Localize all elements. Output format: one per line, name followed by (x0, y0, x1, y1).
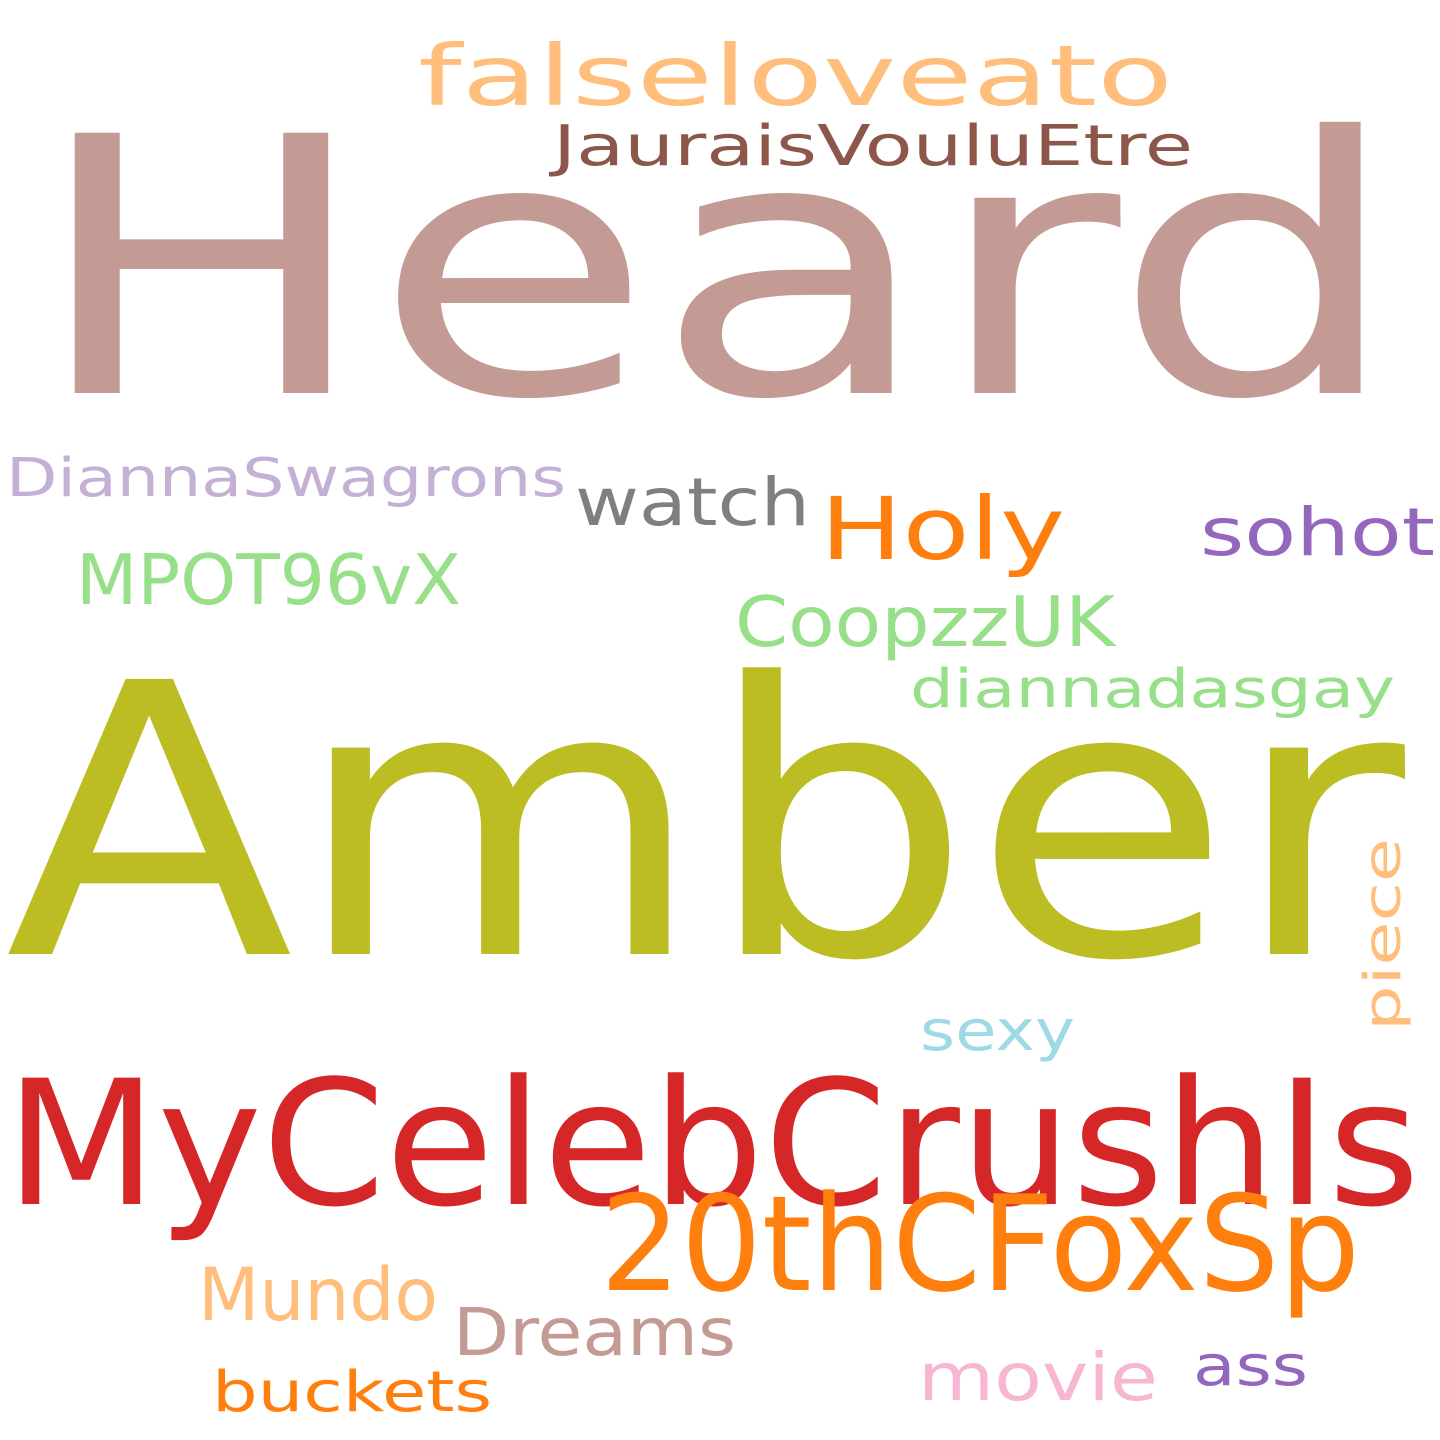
word-mycelebcrushis: MyCelebCrushIs (5, 1043, 1420, 1246)
word-falseloveato: falseloveato (418, 27, 1173, 126)
word-diannaswagrons: DiannaSwagrons (6, 447, 566, 510)
word-diannadasgay: diannadasgay (910, 658, 1395, 721)
word-coopzzuk: CoopzzUK (735, 583, 1115, 664)
word-sexy: sexy (920, 999, 1075, 1065)
word-dreams: Dreams (453, 1293, 736, 1372)
word-mundo: Mundo (198, 1253, 438, 1339)
word-ass: ass (1193, 1334, 1308, 1400)
word-jauraisvouluetre: JauraisVouluEtre (553, 114, 1193, 180)
word-sohot: sohot (1200, 493, 1435, 572)
word-watch: watch (575, 463, 810, 542)
word-20thcfoxsp: 20thCFoxSp (600, 1167, 1360, 1322)
word-buckets: buckets (212, 1360, 492, 1426)
word-amber: Amber (5, 605, 1405, 1045)
word-movie: movie (918, 1338, 1158, 1417)
word-holy: Holy (820, 480, 1065, 581)
word-mpot96vx: MPOT96vX (76, 541, 461, 622)
word-heard: Heard (30, 62, 1402, 478)
word-piece: piece (1354, 838, 1413, 1031)
